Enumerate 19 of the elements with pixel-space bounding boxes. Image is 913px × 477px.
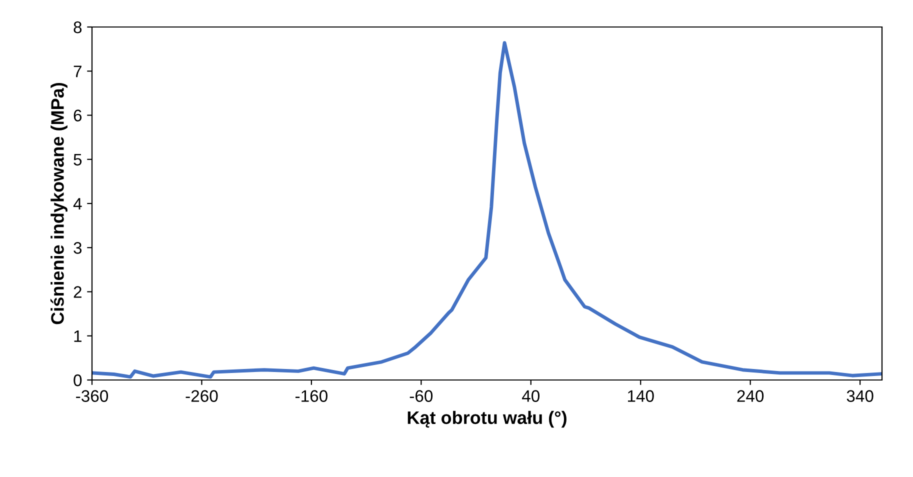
x-tick-label: -260: [186, 390, 218, 402]
y-tick-label: 5: [74, 154, 82, 166]
y-tick-label: 2: [74, 286, 82, 298]
y-tick-label: 0: [74, 374, 82, 386]
y-axis-title: Ciśnienie indykowane (MPa): [50, 82, 68, 324]
y-tick-label: 4: [73, 198, 82, 210]
y-tick-label: 7: [74, 66, 82, 78]
x-tick-label: 340: [846, 390, 874, 402]
x-tick-label: 40: [522, 390, 540, 402]
x-tick-label: -160: [296, 390, 328, 402]
x-tick-label: 140: [628, 390, 654, 402]
y-tick-label: 3: [74, 242, 82, 254]
x-axis-title: Kąt obrotu wału (°): [408, 410, 566, 428]
x-tick-label: -360: [76, 390, 108, 402]
y-tick-label: 6: [74, 110, 82, 122]
y-tick-label: 8: [74, 21, 82, 34]
x-tick-label: 240: [737, 390, 764, 402]
y-tick-label: 1: [74, 330, 82, 342]
x-tick-label: -60: [410, 390, 433, 402]
